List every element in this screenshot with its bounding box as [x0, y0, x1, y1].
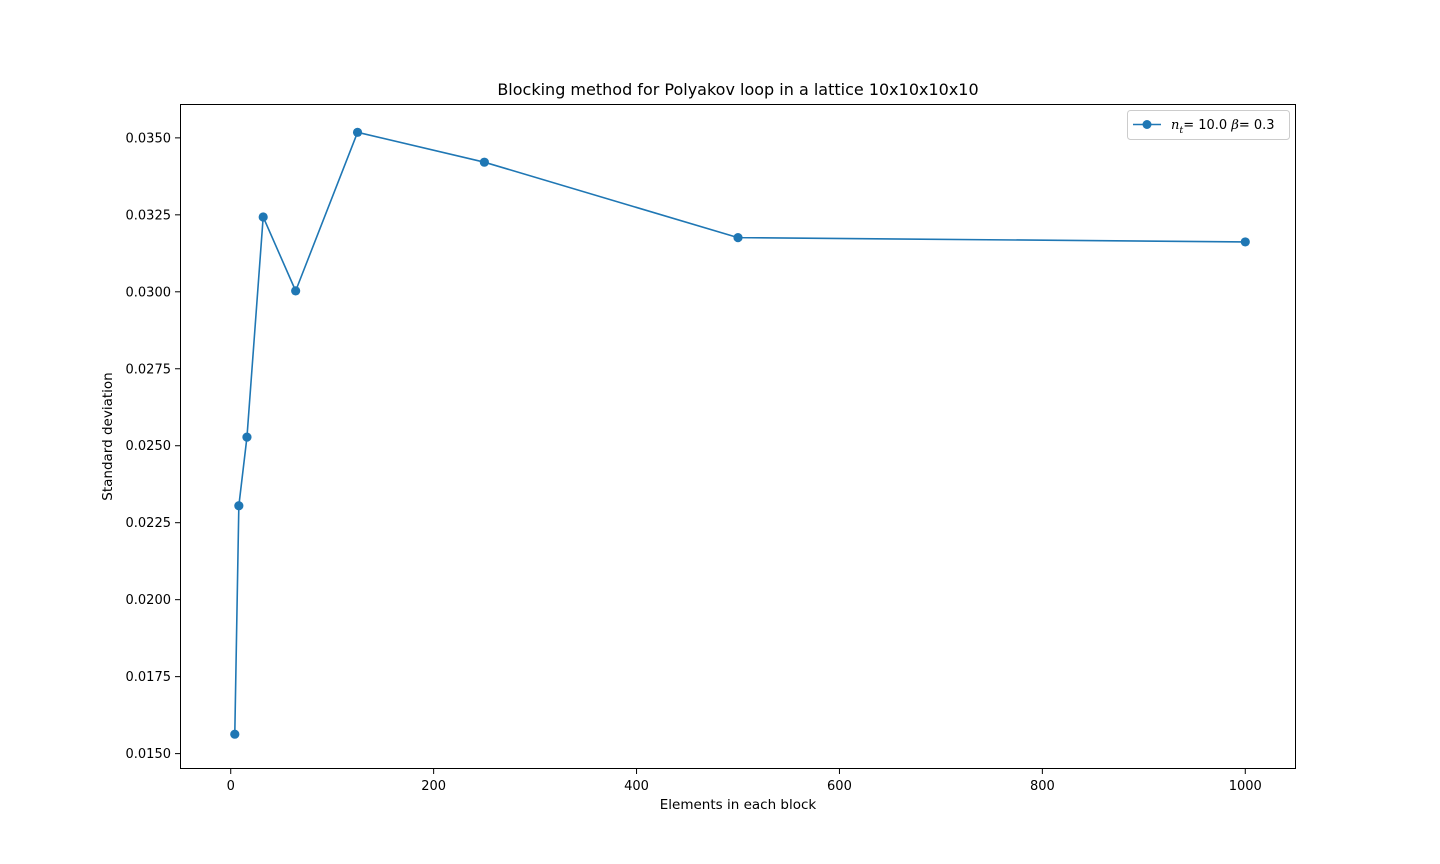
y-tick-label: 0.0150	[126, 747, 172, 762]
chart-title: Blocking method for Polyakov loop in a l…	[497, 80, 978, 99]
legend: nt= 10.0 β= 0.3	[1127, 110, 1290, 140]
data-point	[291, 286, 301, 296]
x-tick-label: 0	[227, 779, 235, 794]
legend-entry-label: nt= 10.0 β= 0.3	[1171, 118, 1275, 136]
legend-text-nt-value: = 10.0	[1183, 118, 1231, 133]
y-tick-label: 0.0325	[126, 208, 172, 223]
x-tick-label: 400	[624, 779, 649, 794]
x-tick-label: 200	[421, 779, 446, 794]
x-tick-label: 600	[827, 779, 852, 794]
x-tick-label: 800	[1030, 779, 1055, 794]
y-tick-label: 0.0225	[126, 516, 172, 531]
y-tick-label: 0.0250	[126, 439, 172, 454]
data-point	[733, 233, 743, 243]
plot-area	[180, 104, 1296, 769]
data-point	[230, 729, 240, 739]
x-tick-label: 1000	[1229, 779, 1262, 794]
y-tick-label: 0.0350	[126, 131, 172, 146]
data-point	[242, 432, 252, 442]
series-layer	[230, 127, 1250, 739]
data-point	[352, 127, 363, 137]
y-tick-label: 0.0200	[126, 593, 172, 608]
y-tick-label: 0.0275	[126, 362, 172, 377]
data-point	[258, 212, 268, 222]
legend-marker-swatch	[1142, 120, 1152, 129]
legend-text-beta-value: = 0.3	[1239, 118, 1275, 133]
plot-frame	[180, 104, 1296, 769]
data-point	[479, 157, 489, 167]
data-point	[1240, 237, 1250, 247]
legend-symbol-n: n	[1171, 118, 1179, 133]
legend-symbol-beta: β	[1230, 118, 1239, 133]
x-axis-ticks: 0 200 400 600 800 1000	[227, 769, 1262, 794]
legend-symbol-t-subscript: t	[1179, 125, 1183, 136]
y-axis-title: Standard deviation	[100, 372, 116, 500]
legend-box	[1127, 110, 1290, 140]
y-tick-label: 0.0175	[126, 670, 172, 685]
x-axis-title: Elements in each block	[660, 797, 817, 813]
y-tick-label: 0.0300	[126, 285, 172, 300]
data-point	[234, 501, 244, 511]
y-axis-ticks: 0.0150 0.0175 0.0200 0.0225 0.0250 0.0275 0.03…	[126, 131, 180, 762]
